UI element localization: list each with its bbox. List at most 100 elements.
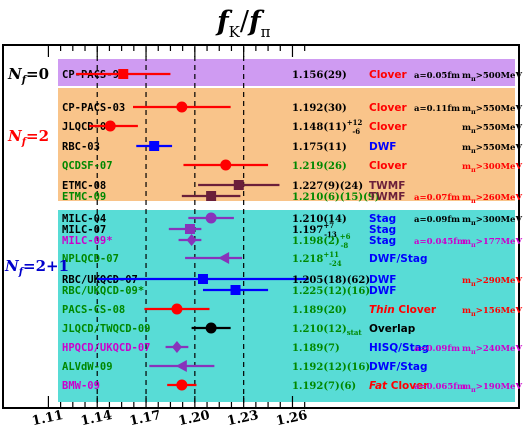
group-band-2	[58, 210, 515, 402]
marker-circle	[171, 303, 183, 315]
data-row: QCDSF-07 1.219(26) Clover mπ>300MeV	[62, 159, 522, 174]
data-row: ETMC-08 1.227(9)(24) TWMF	[62, 180, 405, 192]
row-result: 1.189(20)	[292, 305, 347, 316]
row-action: Clover	[369, 69, 407, 81]
marker-square	[149, 141, 160, 151]
row-action: Clover	[369, 121, 407, 133]
row-name: ETMC-08	[62, 180, 106, 192]
row-name: JLQCD/TWQCD-09	[62, 323, 151, 335]
plot-frame	[2, 44, 520, 409]
row-pion-mass: mπ>290MeV	[462, 276, 522, 288]
title-text: fK/fπ	[215, 6, 271, 41]
row-spacing: a=0.07fm	[414, 193, 460, 203]
marker-square	[184, 224, 195, 234]
data-rows: CP-PACS-981.156(29)Clovera=0.05fmmπ>500M…	[62, 69, 522, 394]
row-name: ALVdW-09	[62, 361, 113, 373]
data-row: NPLQCD-07 1.218+11 -24 DWF/Stag	[62, 250, 428, 268]
row-name: NPLQCD-07	[62, 253, 119, 265]
data-row: ALVdW-09 1.192(12)(16)DWF/Stag	[62, 360, 428, 373]
row-result: 1.192(7)(6)	[292, 381, 356, 392]
row-pion-mass: mπ>177MeV	[462, 237, 522, 249]
data-row: JLQCD/TWQCD-09 1.210(12)stat Overlap	[62, 322, 416, 337]
chart-title: fK/fπ	[215, 6, 271, 41]
row-pion-mass: mπ>156MeV	[462, 306, 522, 318]
data-row: BMW-09 1.192(7)(6) Fat Clovera=0.065fmmπ>1…	[62, 379, 522, 394]
tick-label: 1.17	[128, 408, 162, 429]
row-name: MILC-07	[62, 224, 106, 236]
marker-circle	[176, 101, 188, 113]
row-name: MILC-04	[62, 213, 106, 225]
row-result: 1.192(30)	[292, 103, 347, 114]
marker-square	[197, 274, 208, 284]
row-result: 1.210(12)stat	[292, 324, 362, 337]
row-name: CP-PACS-03	[62, 102, 125, 114]
row-name: RBC/UKQCD-09*	[62, 285, 144, 297]
data-row: CP-PACS-981.156(29)Clovera=0.05fmmπ>500M…	[62, 69, 522, 83]
row-action: TWMF	[369, 191, 405, 203]
marker-diamond	[186, 234, 197, 246]
row-action: Thin Clover	[369, 304, 437, 316]
row-action: Fat Clover	[369, 380, 429, 392]
reference-lines	[96, 47, 245, 406]
row-pion-mass: mπ>550MeV	[462, 143, 522, 155]
row-action: DWF	[369, 285, 396, 297]
group-labels: Nf=0 Nf=2 Nf=2+1	[4, 65, 69, 278]
row-result: 1.205(18)(62)	[292, 275, 370, 286]
row-pion-mass: mπ>300MeV	[462, 215, 522, 227]
row-name: MILC-09*	[62, 235, 113, 247]
row-name: ETMC-09	[62, 191, 106, 203]
row-name: QCDSF-07	[62, 160, 113, 172]
data-row: CP-PACS-03 1.192(30) Clover a=0.11fm mπ>550M…	[62, 101, 522, 116]
data-row: PACS-CS-08 1.189(20) Thin Clover mπ>156MeV	[62, 303, 522, 318]
row-action: Overlap	[369, 323, 416, 335]
row-result: 1.210(6)(15)(9)	[292, 192, 380, 203]
row-spacing: a=0.045fm	[414, 237, 466, 247]
row-name: BMW-09	[62, 380, 100, 392]
row-action: DWF	[369, 274, 396, 286]
row-spacing: a=0.09fm	[414, 215, 460, 225]
marker-diamond	[171, 341, 182, 353]
row-action: Stag	[369, 224, 396, 236]
row-pion-mass: mπ>190MeV	[462, 382, 522, 394]
group-label-1: Nf=2	[7, 127, 49, 148]
row-spacing: a=0.11fm	[414, 104, 460, 114]
tick-label: 1.20	[177, 408, 211, 429]
row-spacing: a=0.09fm	[414, 344, 460, 354]
row-result: 1.189(7)	[292, 343, 340, 354]
row-result: 1.218+11 -24	[292, 250, 342, 268]
row-pion-mass: mπ>300MeV	[462, 162, 522, 174]
group-band-0	[58, 59, 515, 86]
row-result: 1.210(14)	[292, 214, 347, 225]
row-action: DWF	[369, 141, 396, 153]
row-action: HISQ/Stag	[369, 342, 429, 354]
data-row: MILC-04 1.210(14) Stag a=0.09fm mπ>300MeV	[62, 212, 522, 227]
row-spacing: a=0.05fm	[414, 71, 460, 81]
row-pion-mass: mπ>500MeV	[462, 71, 522, 83]
row-pion-mass: mπ>550MeV	[462, 104, 522, 116]
marker-circle	[220, 159, 232, 171]
row-pion-mass: mπ>240MeV	[462, 344, 522, 356]
data-row: JLQCD-03 1.148(11)+12 -6 Clover mπ>550MeV	[62, 118, 522, 136]
row-action: Clover	[369, 160, 407, 172]
row-result: 1.175(11)	[292, 142, 347, 153]
row-action: TWMF	[369, 180, 405, 192]
row-action: Stag	[369, 213, 396, 225]
row-name: PACS-CS-08	[62, 304, 125, 316]
row-spacing: a=0.065fm	[414, 382, 466, 392]
tick-label: 1.26	[275, 408, 309, 429]
data-row: ETMC-09 1.210(6)(15)(9)TWMF a=0.07fm mπ>260…	[62, 191, 522, 205]
row-action: DWF/Stag	[369, 361, 428, 373]
row-pion-mass: mπ>550MeV	[462, 123, 522, 135]
row-result: 1.227(9)(24)	[292, 181, 363, 192]
row-name: RBC-03	[62, 141, 100, 153]
row-result: 1.225(12)(16)	[292, 286, 370, 297]
row-action: Clover	[369, 102, 407, 114]
group-label-0: Nf=0	[7, 65, 49, 86]
row-action: DWF/Stag	[369, 253, 428, 265]
row-result: 1.219(26)	[292, 161, 347, 172]
marker-triangle	[218, 252, 230, 264]
tick-label: 1.14	[79, 408, 113, 429]
data-row: MILC-09* 1.198(2)+6 -8 Stag a=0.045fmmπ>177M…	[62, 232, 522, 250]
